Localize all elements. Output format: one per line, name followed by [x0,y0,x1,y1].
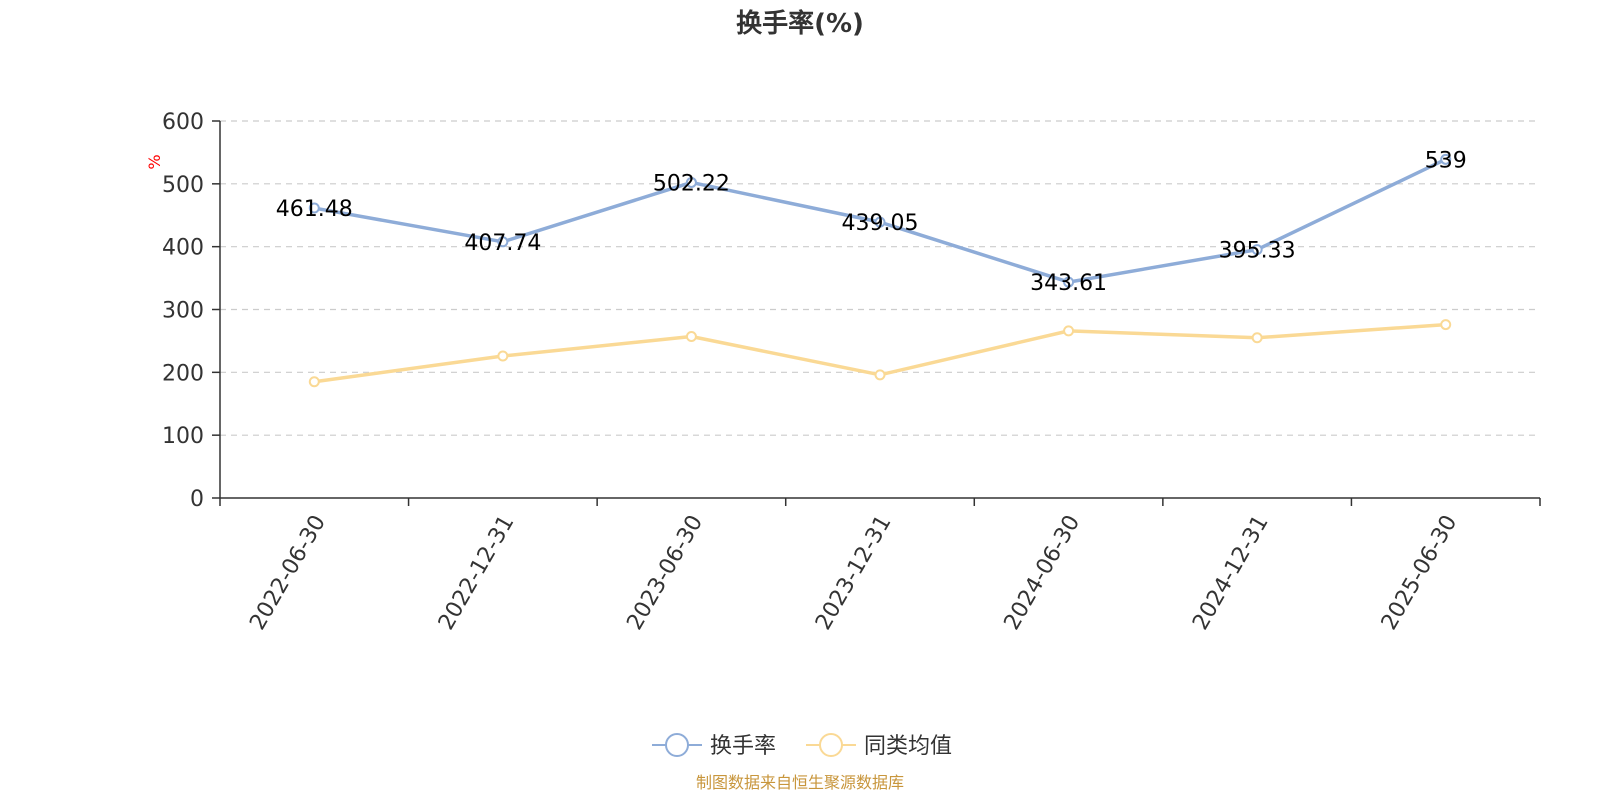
x-tick-label: 2023-12-31 [811,511,897,634]
data-point [308,376,320,388]
legend-marker-icon [819,733,843,757]
data-point [1063,276,1075,288]
data-label: 439.05 [842,211,919,236]
data-point [497,350,509,362]
y-axis-unit-label: % [145,154,164,169]
series-lines [308,153,1452,388]
x-tick-label: 2023-06-30 [622,511,708,634]
data-point [1063,325,1075,337]
data-point [874,369,886,381]
data-point [1251,244,1263,256]
data-label: 395.33 [1219,239,1296,264]
data-point [497,236,509,248]
data-label: 539 [1425,148,1467,173]
data-point [1440,153,1452,165]
data-label: 461.48 [276,197,353,222]
legend-item[interactable]: 同类均值 [806,733,952,759]
legend-label: 换手率 [710,734,776,759]
data-label: 502.22 [653,171,730,196]
y-tick-label: 400 [162,236,204,261]
legend-marker-icon [665,733,689,757]
data-point [1440,319,1452,331]
y-tick-label: 100 [162,424,204,449]
source-note: 制图数据来自恒生聚源数据库 [696,773,904,792]
x-tick-label: 2024-06-30 [1000,511,1086,634]
legend-item[interactable]: 换手率 [652,733,776,759]
grid-lines [220,120,1540,436]
data-point [308,202,320,214]
data-point [685,176,697,188]
chart-title: 换手率(%) [736,8,864,39]
legend[interactable]: 换手率 同类均值 [652,733,952,759]
y-tick-label: 600 [162,110,204,135]
y-tick-label: 0 [190,487,204,512]
legend-label: 同类均值 [864,734,952,759]
data-point [874,216,886,228]
data-labels: 461.48 407.74 502.22 439.05 343.61 395.33 539 [276,148,1467,296]
x-tick-label: 2025-06-30 [1377,511,1463,634]
x-tick-label: 2022-12-31 [434,511,520,634]
data-point [685,331,697,343]
y-tick-label: 300 [162,299,204,324]
x-tick-label: 2024-12-31 [1188,511,1274,634]
y-tick-label: 500 [162,173,204,198]
x-tick-label: 2022-06-30 [245,511,331,634]
data-label: 407.74 [464,231,541,256]
data-label: 343.61 [1030,271,1107,296]
y-tick-label: 200 [162,361,204,386]
data-point [1251,332,1263,344]
